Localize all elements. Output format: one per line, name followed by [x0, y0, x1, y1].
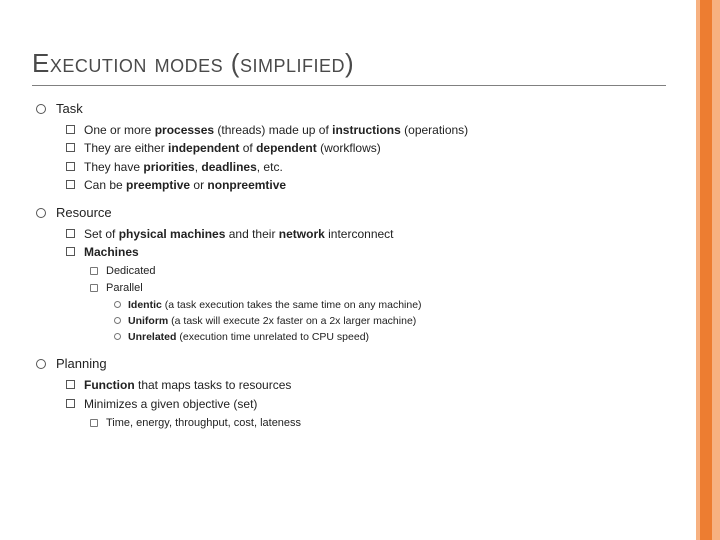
list-item-text: Unrelated (execution time unrelated to C…	[128, 331, 369, 343]
list-item-text: Uniform (a task will execute 2x faster o…	[128, 315, 416, 327]
list-item-text: They are either independent of dependent…	[84, 141, 381, 155]
list-item: Parallel Identic (a task execution takes …	[84, 281, 666, 345]
slide-body: TaskOne or more processes (threads) made…	[32, 100, 666, 431]
list-item-text: Can be preemptive or nonpreemtive	[84, 178, 286, 192]
list-level-2: Dedicated Parallel Identic (a task executi…	[84, 264, 666, 345]
section: Planning Function that maps tasks to reso…	[32, 355, 666, 431]
list-item-text: Set of physical machines and their netwo…	[84, 227, 394, 241]
list-item-text: Machines	[84, 245, 139, 259]
list-item: Function that maps tasks to resources	[56, 377, 666, 394]
side-stripe-inner	[700, 0, 712, 540]
list-item: Minimizes a given objective (set) Time, e…	[56, 396, 666, 432]
list-item-text: Parallel	[106, 282, 143, 294]
list-item: Can be preemptive or nonpreemtive	[56, 177, 666, 194]
section-heading: Task	[56, 101, 83, 116]
slide-title: Execution modes (simplified)	[32, 48, 666, 86]
list-level-1: Set of physical machines and their netwo…	[56, 226, 666, 345]
list-item: Time, energy, throughput, cost, lateness	[84, 416, 666, 432]
list-item: Identic (a task execution takes the same…	[110, 298, 666, 313]
list-item: They have priorities, deadlines, etc.	[56, 159, 666, 176]
list-item: Dedicated	[84, 264, 666, 280]
list-item-text: They have priorities, deadlines, etc.	[84, 160, 283, 174]
section-list: TaskOne or more processes (threads) made…	[32, 100, 666, 431]
list-level-1: One or more processes (threads) made up …	[56, 122, 666, 193]
list-item: Machines Dedicated Parallel Identic (a task…	[56, 244, 666, 345]
list-level-3: Identic (a task execution takes the same…	[110, 298, 666, 345]
list-item-text: Time, energy, throughput, cost, lateness	[106, 417, 301, 429]
list-item: Unrelated (execution time unrelated to C…	[110, 330, 666, 345]
list-item-text: One or more processes (threads) made up …	[84, 123, 468, 137]
list-item-text: Minimizes a given objective (set)	[84, 397, 257, 411]
list-item-text: Dedicated	[106, 265, 156, 277]
list-item: One or more processes (threads) made up …	[56, 122, 666, 139]
section: TaskOne or more processes (threads) made…	[32, 100, 666, 194]
section-heading: Planning	[56, 356, 107, 371]
list-level-1: Function that maps tasks to resources Min…	[56, 377, 666, 431]
list-item: Set of physical machines and their netwo…	[56, 226, 666, 243]
list-item: They are either independent of dependent…	[56, 140, 666, 157]
slide: Execution modes (simplified) TaskOne or …	[32, 48, 666, 524]
list-item-text: Identic (a task execution takes the same…	[128, 299, 422, 311]
list-level-2: Time, energy, throughput, cost, lateness	[84, 416, 666, 432]
section-heading: Resource	[56, 205, 112, 220]
list-item-text: Function that maps tasks to resources	[84, 378, 291, 392]
section: Resource Set of physical machines and the…	[32, 204, 666, 345]
list-item: Uniform (a task will execute 2x faster o…	[110, 314, 666, 329]
